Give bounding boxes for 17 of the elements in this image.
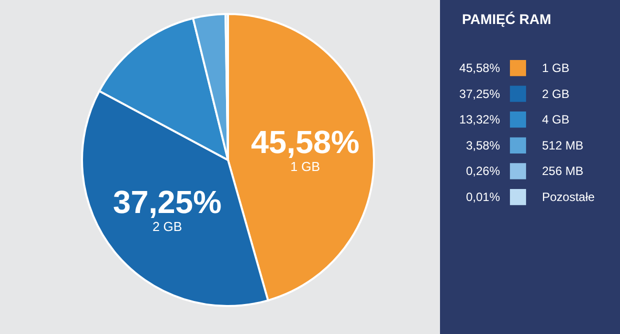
slice-label: 1 GB	[290, 159, 320, 174]
legend-label: Pozostałe	[542, 190, 596, 204]
legend-label: 1 GB	[542, 61, 570, 75]
data-label: 37,25%	[113, 184, 222, 220]
data-label: 3,58%	[466, 138, 500, 152]
slice-label: 2 GB	[152, 218, 182, 234]
data-label: 13,32%	[459, 112, 500, 127]
data-label: 45,58%	[250, 124, 360, 160]
data-label: 0,01%	[466, 190, 500, 204]
legend-label: 256 MB	[542, 164, 584, 178]
data-label: 0,26%	[466, 164, 500, 178]
text: 37,25%	[459, 86, 500, 101]
legend-label: 4 GB	[542, 112, 570, 127]
legend-label: 2 GB	[542, 86, 570, 101]
text: 45,58%	[459, 61, 500, 75]
legend-label: 512 MB	[542, 138, 584, 152]
legend-title: PAMIĘĆ RAM	[462, 11, 552, 27]
